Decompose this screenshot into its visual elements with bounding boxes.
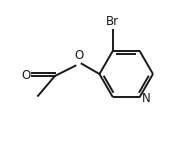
Text: N: N [142, 92, 151, 105]
Text: Br: Br [106, 15, 119, 28]
Text: O: O [22, 69, 31, 82]
Text: O: O [74, 49, 83, 62]
